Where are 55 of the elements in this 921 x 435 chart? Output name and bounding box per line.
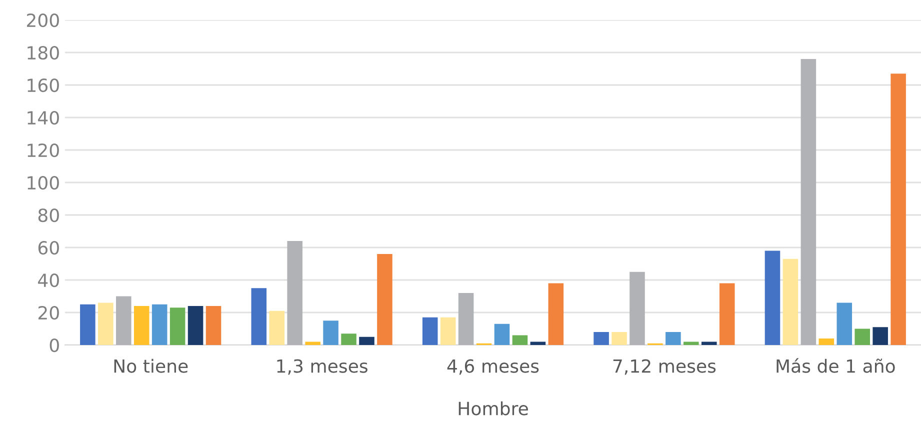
bar xyxy=(251,288,267,345)
bar xyxy=(548,283,564,345)
bar xyxy=(341,334,356,345)
bar xyxy=(152,304,168,345)
bar xyxy=(512,335,528,345)
bar xyxy=(305,342,320,345)
bar xyxy=(359,336,374,345)
y-tick-label: 160 xyxy=(28,78,59,92)
bar xyxy=(458,293,474,345)
bar xyxy=(134,306,150,345)
y-tick-label: 60 xyxy=(38,240,59,255)
bar xyxy=(666,332,681,345)
bar xyxy=(98,302,114,345)
bar xyxy=(854,328,870,345)
x-tick-label: Más de 1 año xyxy=(776,358,895,373)
bar xyxy=(530,342,546,345)
x-tick-label: 4,6 meses xyxy=(447,359,539,375)
y-tick-label: 120 xyxy=(28,143,59,158)
x-axis-title: Hombre xyxy=(458,401,528,416)
y-tick-label: 40 xyxy=(38,273,59,288)
bar xyxy=(764,250,780,345)
bar xyxy=(170,308,186,345)
y-tick-label: 200 xyxy=(27,13,59,28)
bar xyxy=(872,327,888,345)
x-tick-label: 7,12 meses xyxy=(613,359,716,375)
bar xyxy=(630,272,645,345)
bar xyxy=(612,332,627,345)
bar xyxy=(836,302,852,345)
bar xyxy=(422,317,438,345)
bar xyxy=(269,310,284,345)
y-tick-label: 100 xyxy=(28,176,59,190)
bar xyxy=(440,317,456,345)
bar xyxy=(323,320,338,345)
bar xyxy=(188,306,204,345)
x-tick-label: 1,3 meses xyxy=(277,359,368,375)
bar xyxy=(702,342,717,345)
bar xyxy=(287,241,302,345)
bar xyxy=(377,254,392,345)
bar xyxy=(206,306,222,345)
bar xyxy=(116,296,132,345)
x-tick-label: No tiene xyxy=(114,358,188,373)
bar xyxy=(494,324,510,345)
y-tick-label: 20 xyxy=(38,306,59,320)
bar xyxy=(594,332,609,345)
bar xyxy=(800,59,816,345)
bar xyxy=(80,304,96,345)
bar xyxy=(818,338,834,345)
y-tick-label: 180 xyxy=(28,46,59,60)
y-tick-label: 80 xyxy=(38,208,59,222)
bar xyxy=(890,74,906,345)
y-tick-label: 0 xyxy=(50,338,59,352)
y-tick-label: 140 xyxy=(28,110,59,125)
bar xyxy=(719,283,735,345)
bar xyxy=(782,258,798,345)
bar xyxy=(684,342,699,345)
